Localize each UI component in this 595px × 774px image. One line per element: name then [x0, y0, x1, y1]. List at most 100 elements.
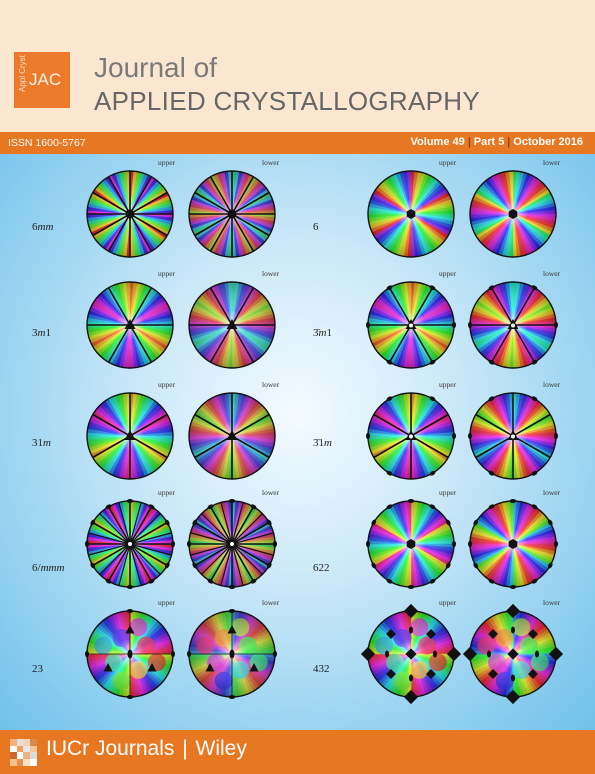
upper-label: upper [439, 598, 457, 607]
upper-label: upper [158, 598, 176, 607]
symbol-main: 31 [32, 437, 43, 449]
symbol-after: 1 [45, 327, 51, 339]
mosaic-tile [16, 739, 24, 746]
lower-label: lower [543, 598, 561, 607]
upper-stereogram [366, 281, 456, 369]
symbol-main: 622 [313, 562, 330, 574]
upper-stereogram [86, 281, 174, 369]
upper-stereogram [366, 499, 456, 589]
symbol-italic: m [37, 327, 46, 339]
cover-footer: IUCr Journals | Wiley [0, 730, 595, 774]
symbol-italic: mmm [40, 562, 65, 574]
lower-label: lower [262, 269, 280, 278]
journal-title-line1: Journal of [94, 52, 217, 83]
upper-label: upper [439, 269, 457, 278]
issn: ISSN 1600-5767 [8, 137, 86, 149]
upper-stereogram [86, 170, 174, 258]
mosaic-tile [29, 739, 37, 746]
symbol-main: 23 [32, 663, 43, 675]
upper-stereogram [360, 603, 462, 705]
upper-label: upper [158, 269, 176, 278]
lower-label: lower [262, 380, 280, 389]
symbol-main: 3 [32, 327, 38, 339]
lower-stereogram [188, 281, 276, 369]
symbol-italic: m [324, 437, 332, 449]
lower-label: lower [262, 158, 280, 167]
point-group-label: 3̄1m [313, 437, 332, 449]
point-group-label: 6mm [32, 221, 53, 233]
point-group-label: 6 [313, 221, 319, 233]
lower-stereogram [188, 392, 276, 480]
separator: | [182, 737, 188, 760]
cover-header: Appl Cryst JAC Journal of APPLIED CRYSTA… [0, 0, 595, 132]
mosaic-tile [23, 752, 30, 759]
symbol-after: 1 [326, 327, 332, 339]
issue-info: Volume 49 | Part 5 | October 2016 [411, 136, 583, 148]
mosaic-tile [16, 752, 24, 759]
mosaic-tile [16, 758, 24, 766]
mosaic-tile [29, 745, 37, 753]
symbol-italic: m [43, 437, 51, 449]
lower-stereogram [468, 392, 558, 480]
upper-stereogram [86, 392, 174, 480]
point-group-label: 23 [32, 663, 43, 675]
symbol-main: 6 [32, 221, 38, 233]
point-group-label: 622 [313, 562, 330, 574]
mosaic-tile [29, 758, 37, 766]
separator: | [467, 136, 471, 148]
iucr-mosaic-logo [10, 739, 37, 766]
symbol-italic: mm [37, 221, 54, 233]
mosaic-tile [10, 739, 17, 746]
symbol-main: 432 [313, 663, 330, 675]
publisher-iucr: IUCr Journals [46, 737, 175, 760]
mosaic-tile [29, 752, 37, 759]
logo-small-text: Appl Cryst [18, 55, 27, 92]
upper-label: upper [439, 488, 457, 497]
mosaic-tile [10, 745, 17, 753]
lower-stereogram [468, 499, 558, 589]
mosaic-tile [16, 745, 24, 753]
lower-label: lower [262, 488, 280, 497]
jac-logo: Appl Cryst JAC [14, 52, 70, 108]
issue-bar: ISSN 1600-5767 Volume 49 | Part 5 | Octo… [0, 132, 595, 154]
lower-stereogram [468, 281, 558, 369]
lower-stereogram [187, 609, 277, 699]
lower-stereogram [469, 170, 557, 258]
upper-label: upper [439, 158, 457, 167]
journal-title-line2: APPLIED CRYSTALLOGRAPHY [94, 86, 480, 116]
lower-label: lower [543, 488, 561, 497]
lower-label: lower [262, 598, 280, 607]
upper-stereogram [367, 170, 455, 258]
upper-stereogram [85, 499, 175, 589]
upper-label: upper [158, 488, 176, 497]
upper-label: upper [158, 380, 176, 389]
point-group-label: 6/mmm [32, 562, 64, 574]
lower-stereogram [188, 170, 276, 258]
upper-stereogram [85, 609, 175, 699]
symbol-main: 6 [313, 221, 319, 233]
point-group-label: 31m [32, 437, 51, 449]
lower-label: lower [543, 269, 561, 278]
part: Part 5 [473, 136, 505, 148]
upper-label: upper [158, 158, 176, 167]
issue-date: October 2016 [513, 136, 583, 148]
point-group-label: 432 [313, 663, 330, 675]
lower-stereogram [187, 499, 277, 589]
lower-stereogram [462, 603, 564, 705]
publisher-line: IUCr Journals | Wiley [46, 737, 247, 761]
lower-label: lower [543, 158, 561, 167]
mosaic-tile [10, 752, 17, 759]
mosaic-tile [23, 745, 30, 753]
upper-label: upper [439, 380, 457, 389]
lower-label: lower [543, 380, 561, 389]
upper-stereogram [366, 392, 456, 480]
symbol-italic: m [318, 327, 327, 339]
point-group-label: 3̄m1 [313, 327, 332, 339]
mosaic-tile [23, 739, 30, 746]
separator: | [507, 136, 511, 148]
logo-big-text: JAC [29, 70, 62, 89]
symbol-main: 6/ [32, 562, 41, 574]
symbol-main: 3̄1 [313, 437, 324, 449]
mosaic-tile [23, 758, 30, 766]
publisher-wiley: Wiley [195, 737, 247, 760]
